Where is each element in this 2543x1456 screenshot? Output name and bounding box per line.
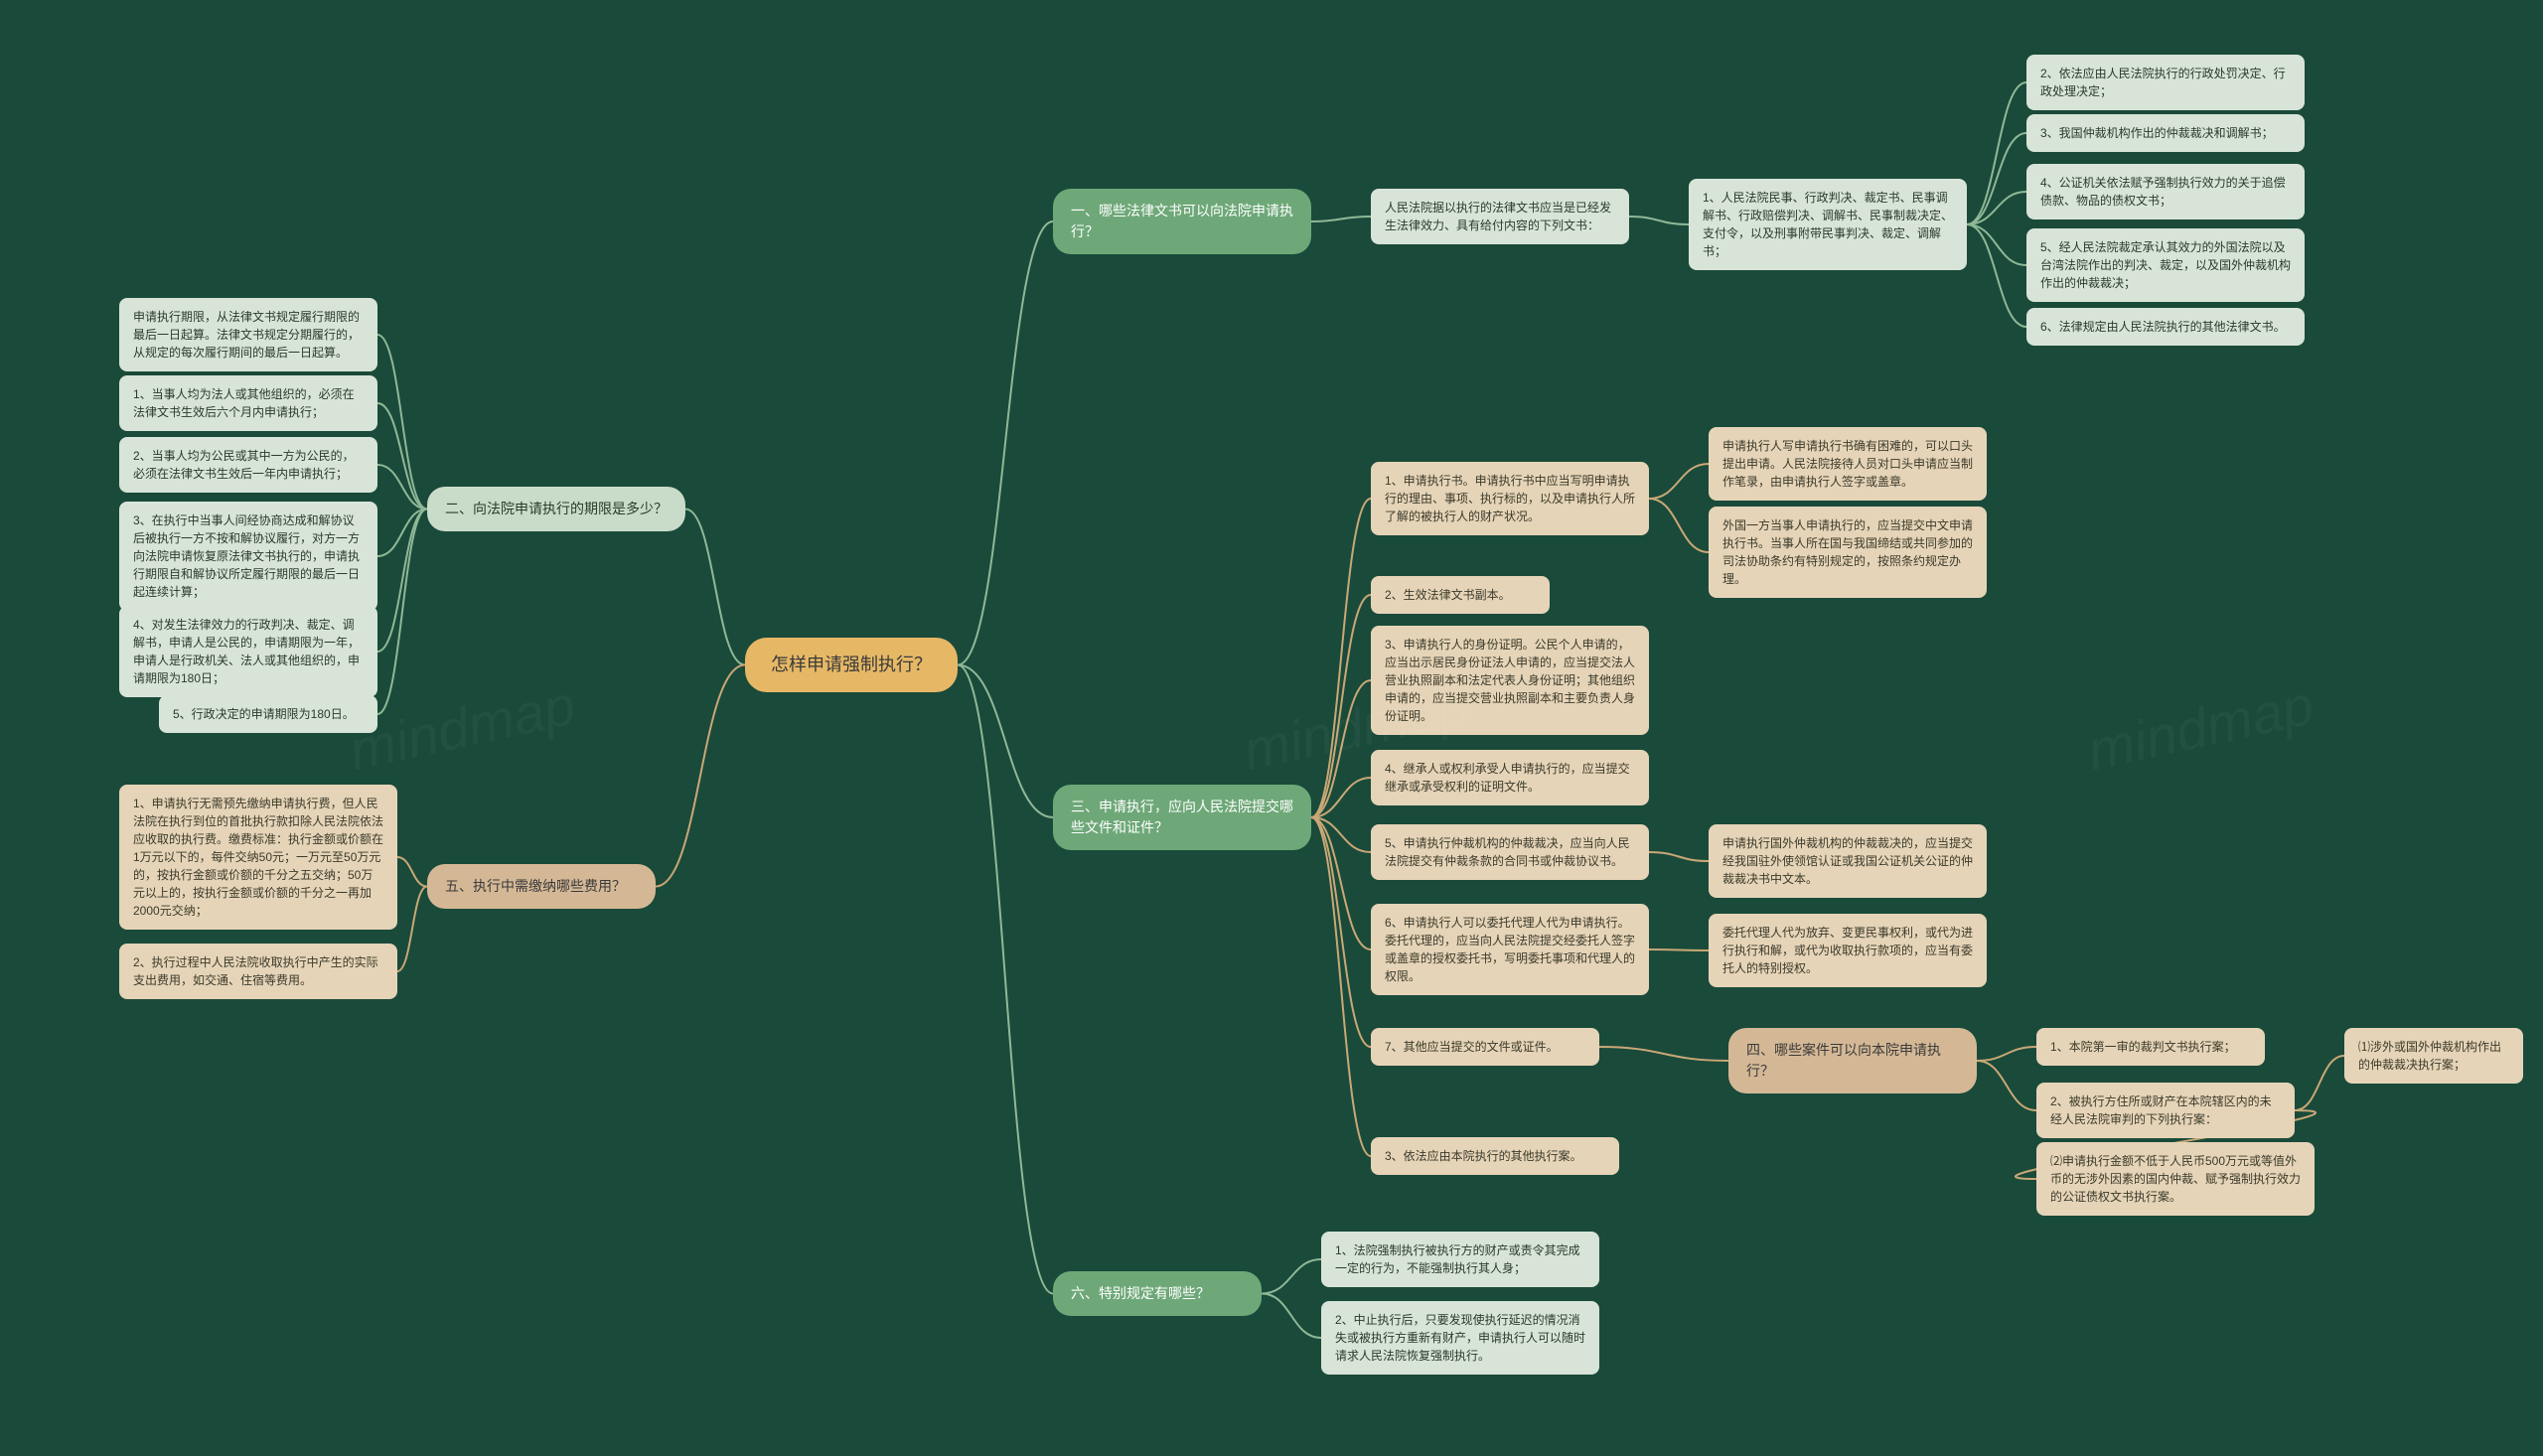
leaf-l3_6a: 委托代理人代为放弃、变更民事权利，或代为进行执行和解，或代为收取执行款项的，应当… bbox=[1709, 914, 1987, 987]
leaf-l3_8: 3、依法应由本院执行的其他执行案。 bbox=[1371, 1137, 1619, 1175]
leaf-l5_1: 1、申请执行无需预先缴纳申请执行费，但人民法院在执行到位的首批执行款扣除人民法院… bbox=[119, 785, 397, 930]
watermark: mindmap bbox=[2082, 672, 2319, 783]
branch-2[interactable]: 二、向法院申请执行的期限是多少？ bbox=[427, 487, 685, 531]
leaf-l3_1: 1、申请执行书。申请执行书中应当写明申请执行的理由、事项、执行标的，以及申请执行… bbox=[1371, 462, 1649, 535]
leaf-l3_7: 7、其他应当提交的文件或证件。 bbox=[1371, 1028, 1599, 1066]
watermark: mindmap bbox=[344, 672, 581, 783]
branch-6[interactable]: 六、特别规定有哪些？ bbox=[1053, 1271, 1262, 1316]
leaf-l2_5: 5、行政决定的申请期限为180日。 bbox=[159, 695, 377, 733]
leaf-l4_2a: ⑴涉外或国外仲裁机构作出的仲裁裁决执行案； bbox=[2344, 1028, 2523, 1084]
leaf-l3_2: 2、生效法律文书副本。 bbox=[1371, 576, 1550, 614]
leaf-l1_4: 4、公证机关依法赋予强制执行效力的关于追偿债款、物品的债权文书； bbox=[2026, 164, 2305, 219]
leaf-l6_1: 1、法院强制执行被执行方的财产或责令其完成一定的行为，不能强制执行其人身； bbox=[1321, 1232, 1599, 1287]
leaf-l3_5a: 申请执行国外仲裁机构的仲裁裁决的，应当提交经我国驻外使领馆认证或我国公证机关公证… bbox=[1709, 824, 1987, 898]
leaf-l1_6: 6、法律规定由人民法院执行的其他法律文书。 bbox=[2026, 308, 2305, 346]
branch-4[interactable]: 四、哪些案件可以向本院申请执行？ bbox=[1728, 1028, 1977, 1093]
leaf-l3_6: 6、申请执行人可以委托代理人代为申请执行。委托代理的，应当向人民法院提交经委托人… bbox=[1371, 904, 1649, 995]
leaf-l2_0: 申请执行期限，从法律文书规定履行期限的最后一日起算。法律文书规定分期履行的，从规… bbox=[119, 298, 377, 371]
leaf-l2_2: 2、当事人均为公民或其中一方为公民的，必须在法律文书生效后一年内申请执行； bbox=[119, 437, 377, 493]
branch-1[interactable]: 一、哪些法律文书可以向法院申请执行？ bbox=[1053, 189, 1311, 254]
leaf-l1_1: 1、人民法院民事、行政判决、裁定书、民事调解书、行政赔偿判决、调解书、民事制裁决… bbox=[1689, 179, 1967, 270]
leaf-l3_1b: 外国一方当事人申请执行的，应当提交中文申请执行书。当事人所在国与我国缔结或共同参… bbox=[1709, 507, 1987, 598]
leaf-l2_4: 4、对发生法律效力的行政判决、裁定、调解书，申请人是公民的，申请期限为一年，申请… bbox=[119, 606, 377, 697]
leaf-l1_5: 5、经人民法院裁定承认其效力的外国法院以及台湾法院作出的判决、裁定，以及国外仲裁… bbox=[2026, 228, 2305, 302]
leaf-l3_3: 3、申请执行人的身份证明。公民个人申请的，应当出示居民身份证法人申请的，应当提交… bbox=[1371, 626, 1649, 735]
leaf-l4_2b: ⑵申请执行金额不低于人民币500万元或等值外币的无涉外因素的国内仲裁、赋予强制执… bbox=[2036, 1142, 2315, 1216]
leaf-l5_2: 2、执行过程中人民法院收取执行中产生的实际支出费用，如交通、住宿等费用。 bbox=[119, 944, 397, 999]
root-node[interactable]: 怎样申请强制执行？ bbox=[745, 638, 958, 692]
leaf-l1_main: 人民法院据以执行的法律文书应当是已经发生法律效力、具有给付内容的下列文书： bbox=[1371, 189, 1629, 244]
leaf-l3_5: 5、申请执行仲裁机构的仲裁裁决，应当向人民法院提交有仲裁条款的合同书或仲裁协议书… bbox=[1371, 824, 1649, 880]
branch-5[interactable]: 五、执行中需缴纳哪些费用？ bbox=[427, 864, 656, 909]
leaf-l2_3: 3、在执行中当事人间经协商达成和解协议后被执行一方不按和解协议履行，对方一方向法… bbox=[119, 502, 377, 611]
leaf-l3_4: 4、继承人或权利承受人申请执行的，应当提交继承或承受权利的证明文件。 bbox=[1371, 750, 1649, 805]
leaf-l4_1: 1、本院第一审的裁判文书执行案； bbox=[2036, 1028, 2265, 1066]
leaf-l2_1: 1、当事人均为法人或其他组织的，必须在法律文书生效后六个月内申请执行； bbox=[119, 375, 377, 431]
leaf-l3_1a: 申请执行人写申请执行书确有困难的，可以口头提出申请。人民法院接待人员对口头申请应… bbox=[1709, 427, 1987, 501]
leaf-l1_3: 3、我国仲裁机构作出的仲裁裁决和调解书； bbox=[2026, 114, 2305, 152]
leaf-l1_2: 2、依法应由人民法院执行的行政处罚决定、行政处理决定； bbox=[2026, 55, 2305, 110]
leaf-l4_2: 2、被执行方住所或财产在本院辖区内的未经人民法院审判的下列执行案： bbox=[2036, 1083, 2295, 1138]
leaf-l6_2: 2、中止执行后，只要发现使执行延迟的情况消失或被执行方重新有财产，申请执行人可以… bbox=[1321, 1301, 1599, 1375]
branch-3[interactable]: 三、申请执行，应向人民法院提交哪些文件和证件？ bbox=[1053, 785, 1311, 850]
